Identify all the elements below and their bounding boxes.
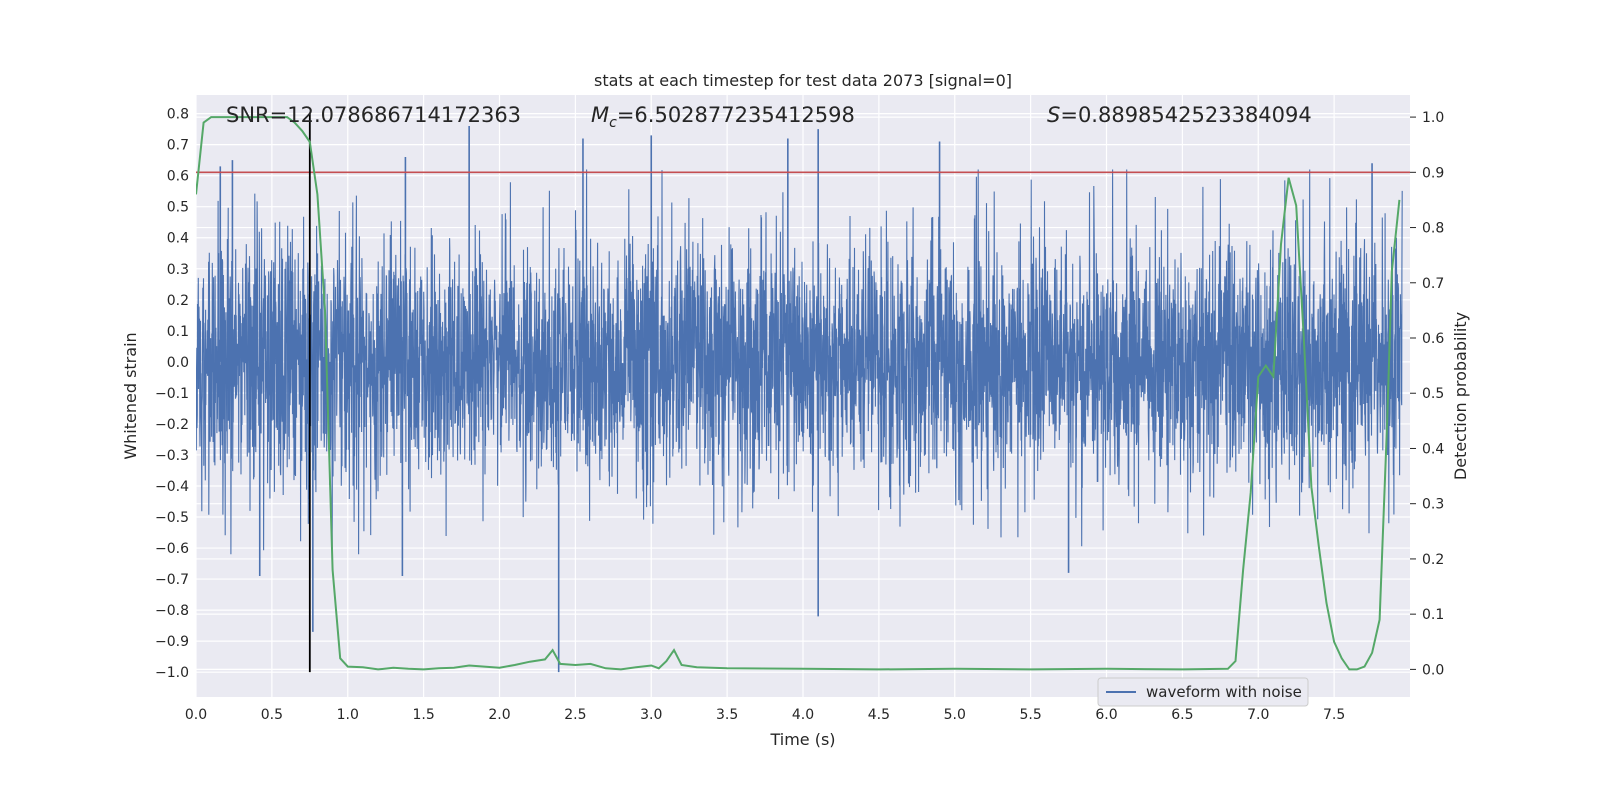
y-tick-label: −0.3 <box>155 448 189 464</box>
x-axis-label: Time (s) <box>769 730 835 749</box>
y-right-tick-label: 1.0 <box>1422 110 1444 126</box>
probability-series <box>196 116 1401 671</box>
chirp-mass-symbol: M <box>591 103 609 127</box>
probability-line <box>196 116 1401 671</box>
x-tick-label: 5.5 <box>1019 707 1041 723</box>
y-axis-left-label: Whitened strain <box>121 332 140 459</box>
x-tick-label: 6.0 <box>1095 707 1117 723</box>
waveform-line <box>196 169 1403 555</box>
y-tick-label: 0.0 <box>167 355 189 371</box>
x-tick-label: 6.5 <box>1171 707 1193 723</box>
legend-box <box>1097 677 1309 707</box>
y-right-tick-label: 0.9 <box>1422 165 1444 181</box>
y-right-tick-label: 0.2 <box>1422 552 1444 568</box>
y-tick-label: 0.4 <box>167 231 189 247</box>
x-tick-label: 0.5 <box>261 707 283 723</box>
snr-annotation: SNR=12.078686714172363 <box>226 103 521 127</box>
y-right-tick-label: 0.3 <box>1422 497 1444 513</box>
x-tick-label: 1.5 <box>412 707 434 723</box>
y-right-tick-label: 0.4 <box>1422 441 1444 457</box>
y-tick-label: −0.7 <box>155 572 189 588</box>
y-right-tick-label: 0.0 <box>1422 662 1444 678</box>
y-right-tick-label: 0.6 <box>1422 331 1444 347</box>
y-axis-left-ticks: 0.8 0.7 0.6 0.5 0.4 0.3 0.2 0.1 0.0 −0.1 −0.2 −0.3 −… <box>155 107 189 682</box>
x-axis-ticks: 0.0 0.5 1.0 1.5 2.0 2.5 3.0 3.5 4.0 4.5 5.0 5.5 6.0 6… <box>185 707 1345 723</box>
y-tick-label: −0.9 <box>155 634 189 650</box>
x-tick-label: 7.5 <box>1323 707 1345 723</box>
x-tick-label: 5.0 <box>944 707 966 723</box>
x-tick-label: 0.0 <box>185 707 207 723</box>
y-tick-label: 0.5 <box>167 200 189 216</box>
chirp-mass-value: =6.502877235412598 <box>617 103 855 127</box>
y-right-tick-label: 0.5 <box>1422 386 1444 402</box>
y-tick-label: −0.6 <box>155 541 189 557</box>
y-right-tick-label: 0.7 <box>1422 276 1444 292</box>
y-tick-label: −1.0 <box>155 665 189 681</box>
y-tick-label: 0.7 <box>167 138 189 154</box>
s-score-annotation: S=0.8898542523384094 <box>1047 103 1312 127</box>
x-tick-label: 3.0 <box>640 707 662 723</box>
s-score-symbol: S <box>1047 103 1060 127</box>
y-tick-label: −0.8 <box>155 603 189 619</box>
y-right-tick-label: 0.1 <box>1422 607 1444 623</box>
y-right-tick-label: 0.8 <box>1422 221 1444 237</box>
s-score-value: =0.8898542523384094 <box>1060 103 1311 127</box>
x-tick-label: 4.0 <box>792 707 814 723</box>
x-tick-label: 4.5 <box>868 707 890 723</box>
chirp-mass-subscript: c <box>609 115 617 131</box>
y-tick-label: 0.2 <box>167 293 189 309</box>
y-tick-label: 0.8 <box>167 107 189 123</box>
chirp-mass-annotation: Mc=6.502877235412598 <box>591 103 855 131</box>
x-tick-label: 1.0 <box>337 707 359 723</box>
y-tick-label: −0.4 <box>155 479 189 495</box>
legend: waveform with noise <box>1097 677 1309 707</box>
legend-entry-waveform: waveform with noise <box>1146 683 1302 701</box>
y-tick-label: −0.1 <box>155 386 189 402</box>
y-tick-label: −0.5 <box>155 510 189 526</box>
y-tick-label: 0.3 <box>167 262 189 278</box>
y-axis-right-ticks: 1.0 0.9 0.8 0.7 0.6 0.5 0.4 0.3 0.2 0.1 0.0 <box>1410 110 1444 678</box>
x-tick-label: 2.0 <box>488 707 510 723</box>
y-tick-label: 0.1 <box>167 324 189 340</box>
x-tick-label: 3.5 <box>716 707 738 723</box>
y-axis-right-label: Detection probability <box>1451 312 1470 480</box>
x-tick-label: 7.0 <box>1247 707 1269 723</box>
x-tick-label: 2.5 <box>564 707 586 723</box>
chart-title: stats at each timestep for test data 207… <box>594 71 1012 90</box>
y-tick-label: 0.6 <box>167 169 189 185</box>
y-tick-label: −0.2 <box>155 417 189 433</box>
